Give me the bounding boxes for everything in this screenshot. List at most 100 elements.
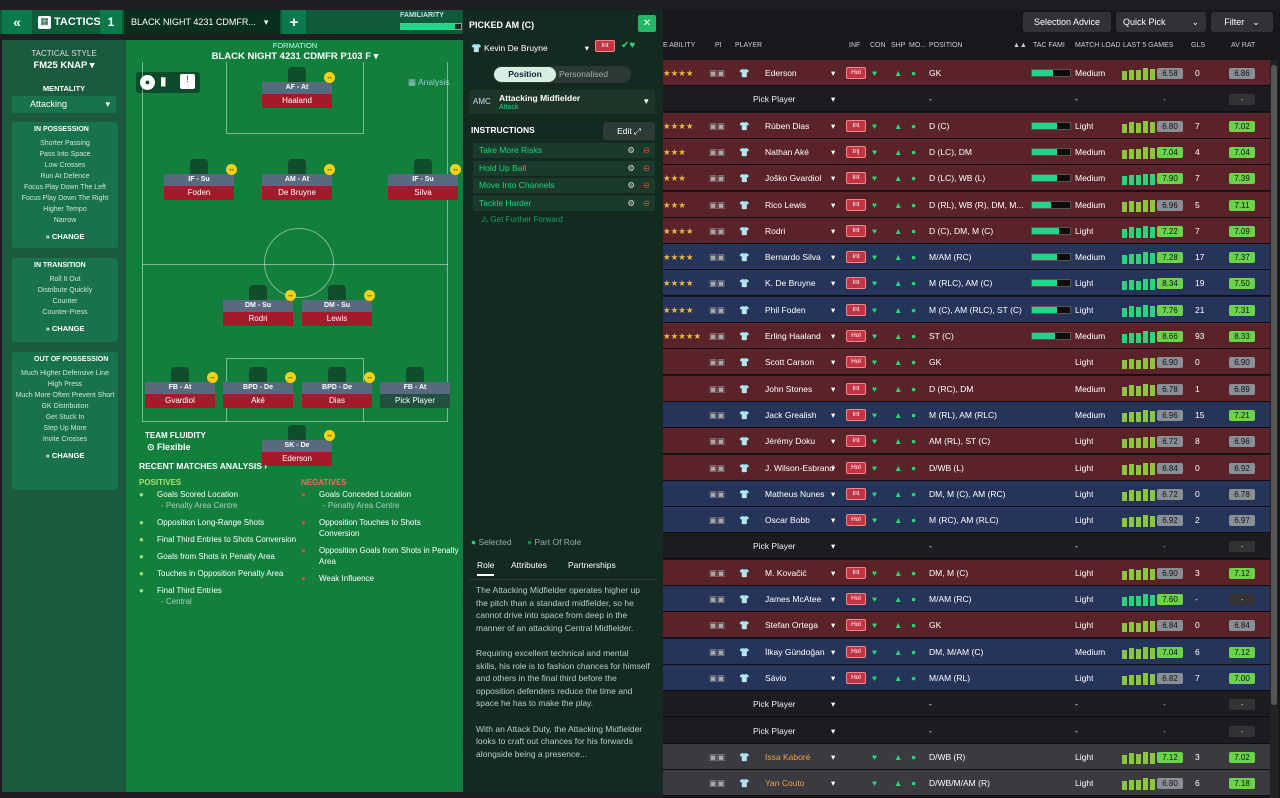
col-position[interactable]: POSITION	[929, 42, 963, 49]
info-icon[interactable]: ●	[140, 75, 155, 90]
alert-icon[interactable]: !	[180, 74, 195, 89]
player-name[interactable]: Bernardo Silva	[765, 252, 821, 263]
player-role[interactable]: AF - At	[262, 82, 332, 94]
tab-role[interactable]: Role	[477, 560, 495, 576]
tab-position[interactable]: Position	[494, 67, 556, 82]
filter-button[interactable]: Filter ⌄	[1211, 12, 1273, 32]
table-row[interactable]: ★★★★ ▣▣ 👕 Rodri ▾ Int ♥ ▲ ● D (C), DM, M (C) Light…	[663, 217, 1270, 244]
player-name[interactable]: Ederson	[262, 452, 332, 466]
pi-icon[interactable]: ▣▣	[709, 751, 726, 762]
pitch-player[interactable]: BPD - De Dias ↔	[302, 367, 375, 420]
player-name[interactable]: J. Wilson-Esbrand	[765, 462, 834, 473]
table-row[interactable]: Pick Player ▾ - - - -	[663, 86, 1270, 113]
table-row[interactable]: ▣▣ 👕 John Stones ▾ Int ♥ ▲ ● D (RC), DM Medium 6.7…	[663, 375, 1270, 402]
col-inf[interactable]: INF	[849, 42, 861, 49]
table-row[interactable]: ★★★★ ▣▣ 👕 Bernardo Silva ▾ Int ♥ ▲ ● M/AM (RC) Med…	[663, 244, 1270, 271]
pi-icon[interactable]: ▣▣	[709, 331, 726, 341]
table-row[interactable]: ▣▣ 👕 Stefan Ortega ▾ Hol ♥ ▲ ● GK Light 6.84 0 6.84	[663, 612, 1270, 639]
table-row[interactable]: ▣▣ 👕 Sávio ▾ Hol ♥ ▲ ● M/AM (RL) Light 6.82 7 7.00	[663, 664, 1270, 691]
table-row[interactable]: ▣▣ 👕 Jérémy Doku ▾ Int ♥ ▲ ● AM (RL), ST (C) Ligh…	[663, 428, 1270, 455]
edit-button[interactable]: Edit ⤢	[603, 122, 655, 140]
player-name[interactable]: Rodri	[765, 225, 786, 236]
player-name[interactable]: K. De Bruyne	[765, 278, 816, 289]
scrollbar[interactable]	[1270, 60, 1278, 798]
pi-icon[interactable]: ▣▣	[709, 462, 726, 473]
remove-icon[interactable]: ⊖	[642, 180, 650, 190]
player-name[interactable]: Oscar Bobb	[765, 515, 810, 526]
table-row[interactable]: ★★★★★ ▣▣ 👕 Erling Haaland ▾ Hol ♥ ▲ ● ST (C) Mediu…	[663, 323, 1270, 349]
table-row[interactable]: ▣▣ 👕 J. Wilson-Esbrand ▾ Hol ♥ ▲ ● D/WB (L) Light…	[663, 454, 1270, 481]
col-gls[interactable]: GLS	[1191, 42, 1206, 49]
col-ability[interactable]: E ABILITY	[663, 42, 696, 49]
pick-player-select[interactable]: Pick Player	[753, 541, 796, 552]
col-mo[interactable]: MO...	[909, 42, 927, 49]
add-tactic-button[interactable]: +	[282, 10, 306, 34]
bar-chart-icon[interactable]: ▮	[160, 74, 167, 88]
gear-icon[interactable]: ⚙	[627, 197, 635, 208]
table-row[interactable]: Pick Player ▾ - - - -	[663, 717, 1270, 744]
player-role[interactable]: DM - Su	[223, 300, 293, 312]
player-role[interactable]: IF - Su	[388, 174, 458, 186]
pitch-player[interactable]: AF - At Haaland ↔	[262, 67, 335, 120]
player-name[interactable]: Scott Carson	[765, 357, 815, 368]
player-role[interactable]: BPD - De	[302, 382, 372, 394]
player-name[interactable]: Issa Kaboré	[765, 751, 811, 762]
player-name[interactable]: James McAtee	[765, 594, 822, 604]
remove-icon[interactable]: ⊖	[642, 197, 650, 208]
back-button[interactable]: «	[2, 10, 32, 34]
pitch-player[interactable]: IF - Su Silva ↔	[388, 159, 461, 212]
table-row[interactable]: Pick Player ▾ - - - -	[663, 691, 1270, 718]
player-name[interactable]: Rico Lewis	[765, 199, 807, 210]
player-role[interactable]: FB - At	[380, 382, 450, 394]
player-name[interactable]: Erling Haaland	[765, 331, 821, 341]
player-name[interactable]: Nathan Aké	[765, 146, 809, 157]
pitch-player[interactable]: DM - Su Lewis ↔	[302, 285, 375, 338]
table-row[interactable]: ▣▣ 👕 Scott Carson ▾ Hol ♥ ▲ ● GK Light 6.90 0 6.90	[663, 349, 1270, 376]
player-role[interactable]: IF - Su	[164, 174, 234, 186]
pi-icon[interactable]: ▣▣	[709, 173, 726, 184]
player-role[interactable]: FB - At	[145, 382, 215, 394]
player-name[interactable]: Jack Grealish	[765, 409, 817, 420]
tactical-style-select[interactable]: FM25 KNAP ▾	[33, 60, 95, 71]
player-name[interactable]: Stefan Ortega	[765, 620, 818, 631]
player-name[interactable]: Silva	[388, 186, 458, 200]
pitch-player[interactable]: DM - Su Rodri ↔	[223, 285, 296, 338]
change-out-possession-button[interactable]: » CHANGE	[45, 451, 85, 460]
pitch-player[interactable]: IF - Su Foden ↔	[164, 159, 237, 212]
instruction-row[interactable]: Hold Up Ball ⚙ ⊖	[473, 160, 655, 176]
table-row[interactable]: ★★★ ▣▣ 👕 Rico Lewis ▾ Int ♥ ▲ ● D (RL), WB (R), D…	[663, 191, 1270, 218]
pick-player-select[interactable]: Pick Player	[753, 725, 796, 736]
col-tac-fami[interactable]: TAC FAMI	[1033, 42, 1065, 49]
pi-icon[interactable]: ▣▣	[709, 68, 726, 78]
analysis-button[interactable]: ▦ Analysis	[408, 77, 450, 87]
instruction-row[interactable]: Take More Risks ⚙ ⊖	[473, 143, 655, 158]
pick-player-select[interactable]: Pick Player	[753, 699, 796, 710]
player-name[interactable]: Rodri	[223, 312, 293, 326]
table-row[interactable]: ★★★★ ▣▣ 👕 Ederson ▾ Hol ♥ ▲ ● GK Medium 6.58 0 6.86	[663, 60, 1270, 86]
instruction-row[interactable]: Move Into Channels ⚙ ⊖	[473, 178, 655, 193]
gear-icon[interactable]: ⚙	[627, 162, 635, 173]
pi-icon[interactable]: ▣▣	[709, 646, 726, 657]
pi-icon[interactable]: ▣▣	[709, 488, 726, 499]
pitch-player[interactable]: FB - At Gvardiol ↔	[145, 367, 218, 420]
remove-icon[interactable]: ⊖	[642, 162, 650, 173]
player-name[interactable]: Jérémy Doku	[765, 436, 816, 447]
player-name[interactable]: İlkay Gündoğan	[765, 646, 825, 657]
table-row[interactable]: ★★★★ ▣▣ 👕 K. De Bruyne ▾ Int ♥ ▲ ● M (RLC), AM (C…	[663, 270, 1270, 297]
pi-icon[interactable]: ▣▣	[709, 515, 726, 526]
player-name[interactable]: Yan Couto	[765, 778, 805, 789]
player-role[interactable]: AM - At	[262, 174, 332, 186]
gear-icon[interactable]: ⚙	[627, 145, 635, 155]
gear-icon[interactable]: ⚙	[627, 180, 635, 190]
recent-analysis-link[interactable]: RECENT MATCHES ANALYSIS ›	[139, 461, 268, 471]
tactic-slot[interactable]: 1	[100, 10, 122, 34]
pitch-player[interactable]: BPD - De Aké ↔	[223, 367, 296, 420]
player-name[interactable]: Aké	[223, 394, 293, 408]
table-row[interactable]: ▣▣ 👕 M. Kovačić ▾ Int ♥ ▲ ● DM, M (C) Light 6.90 3 7…	[663, 559, 1270, 586]
player-name[interactable]: Rúben Dias	[765, 120, 810, 131]
player-name[interactable]: Pick Player	[380, 394, 450, 408]
selection-advice-button[interactable]: Selection Advice	[1023, 12, 1111, 32]
pi-icon[interactable]: ▣▣	[709, 252, 726, 263]
player-select[interactable]: 👕 Kevin De Bruyne ▾	[471, 40, 589, 56]
table-row[interactable]: ★★★★ ▣▣ 👕 Phil Foden ▾ Int ♥ ▲ ● M (C), AM (RLC),…	[663, 296, 1270, 323]
